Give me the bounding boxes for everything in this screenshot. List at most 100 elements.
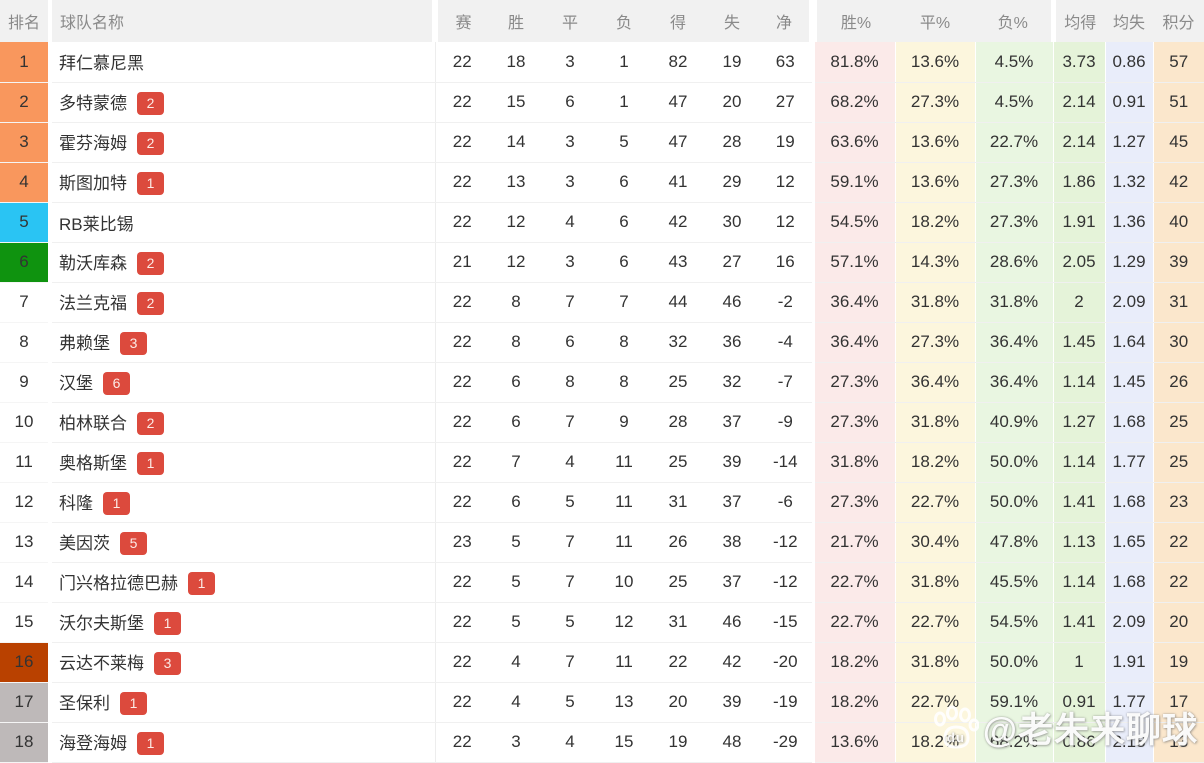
team-name[interactable]: 多特蒙德 xyxy=(59,94,127,113)
team-name[interactable]: RB莱比锡 xyxy=(59,214,134,234)
lost-cell: 6 xyxy=(597,202,651,243)
goals-against-cell: 19 xyxy=(705,42,759,83)
rank-cell: 6 xyxy=(0,242,52,283)
draw-pct-cell: 18.2% xyxy=(894,442,975,483)
rank-cell: 17 xyxy=(0,682,52,723)
team-name[interactable]: 海登海姆 xyxy=(59,734,127,753)
loss-pct-cell: 47.8% xyxy=(974,522,1053,563)
won-cell: 6 xyxy=(489,482,543,523)
goals-against-cell: 48 xyxy=(705,722,759,763)
points-cell: 22 xyxy=(1152,562,1204,603)
goal-diff-cell: 16 xyxy=(759,242,813,283)
won-cell: 5 xyxy=(489,602,543,643)
played-cell: 22 xyxy=(434,482,489,523)
team-name[interactable]: 奥格斯堡 xyxy=(59,454,127,473)
team-cell: 沃尔夫斯堡 1 xyxy=(49,602,435,643)
goal-diff-cell: -9 xyxy=(759,402,813,443)
won-cell: 4 xyxy=(489,642,543,683)
goals-for-cell: 25 xyxy=(651,562,705,603)
goals-for-cell: 43 xyxy=(651,242,705,283)
col-header-draw-pct: 平% xyxy=(895,0,975,42)
team-name[interactable]: 霍芬海姆 xyxy=(59,134,127,153)
goal-diff-cell: 63 xyxy=(759,42,813,83)
played-cell: 22 xyxy=(434,562,489,603)
draw-pct-cell: 22.7% xyxy=(894,482,975,523)
table-row: 16 云达不莱梅 3 22 4 7 11 22 42 -20 18.2% 31.8… xyxy=(0,642,1204,683)
points-cell: 17 xyxy=(1152,682,1204,723)
team-cell: 汉堡 6 xyxy=(49,362,435,403)
goals-against-cell: 36 xyxy=(705,322,759,363)
points-cell: 13 xyxy=(1152,722,1204,763)
goals-for-cell: 26 xyxy=(651,522,705,563)
goals-for-cell: 31 xyxy=(651,602,705,643)
team-name[interactable]: 沃尔夫斯堡 xyxy=(59,614,144,633)
goal-diff-cell: -15 xyxy=(759,602,813,643)
team-name[interactable]: 柏林联合 xyxy=(59,414,127,433)
avg-goals-against-cell: 1.68 xyxy=(1104,562,1153,603)
suspension-count-badge: 1 xyxy=(120,692,147,715)
suspension-count-badge: 1 xyxy=(103,492,130,515)
won-cell: 6 xyxy=(489,402,543,443)
loss-pct-cell: 40.9% xyxy=(974,402,1053,443)
draw-pct-cell: 13.6% xyxy=(894,122,975,163)
goals-against-cell: 46 xyxy=(705,602,759,643)
loss-pct-cell: 22.7% xyxy=(974,122,1053,163)
avg-goals-against-cell: 1.29 xyxy=(1104,242,1153,283)
goal-diff-cell: -12 xyxy=(759,562,813,603)
goal-diff-cell: 27 xyxy=(759,82,813,123)
col-header-drawn: 平 xyxy=(543,0,597,42)
win-pct-cell: 21.7% xyxy=(811,522,895,563)
team-name[interactable]: 汉堡 xyxy=(59,374,93,393)
lost-cell: 8 xyxy=(597,322,651,363)
points-cell: 20 xyxy=(1152,602,1204,643)
team-name[interactable]: 拜仁慕尼黑 xyxy=(59,54,144,74)
team-name[interactable]: 弗赖堡 xyxy=(59,334,110,353)
team-name[interactable]: 云达不莱梅 xyxy=(59,654,144,673)
drawn-cell: 6 xyxy=(543,322,597,363)
suspension-count-badge: 5 xyxy=(120,532,147,555)
table-row: 17 圣保利 1 22 4 5 13 20 39 -19 18.2% 22.7% … xyxy=(0,682,1204,723)
lost-cell: 6 xyxy=(597,162,651,203)
avg-goals-for-cell: 1.14 xyxy=(1052,442,1105,483)
team-name[interactable]: 斯图加特 xyxy=(59,174,127,193)
draw-pct-cell: 36.4% xyxy=(894,362,975,403)
rank-cell: 10 xyxy=(0,402,52,443)
col-header-goals-for: 得 xyxy=(651,0,705,42)
team-name[interactable]: 法兰克福 xyxy=(59,294,127,313)
avg-goals-for-cell: 0.91 xyxy=(1052,682,1105,723)
team-cell: 法兰克福 2 xyxy=(49,282,435,323)
team-cell: 弗赖堡 3 xyxy=(49,322,435,363)
team-name[interactable]: 勒沃库森 xyxy=(59,254,127,273)
goal-diff-cell: -12 xyxy=(759,522,813,563)
team-name[interactable]: 美因茨 xyxy=(59,534,110,553)
goal-diff-cell: -6 xyxy=(759,482,813,523)
avg-goals-for-cell: 1.13 xyxy=(1052,522,1105,563)
goal-diff-cell: -2 xyxy=(759,282,813,323)
won-cell: 3 xyxy=(489,722,543,763)
team-cell: 科隆 1 xyxy=(49,482,435,523)
col-header-rank: 排名 xyxy=(0,0,50,42)
team-cell: 奥格斯堡 1 xyxy=(49,442,435,483)
team-name[interactable]: 门兴格拉德巴赫 xyxy=(59,574,178,593)
won-cell: 5 xyxy=(489,562,543,603)
won-cell: 7 xyxy=(489,442,543,483)
avg-goals-against-cell: 1.68 xyxy=(1104,482,1153,523)
goal-diff-cell: -14 xyxy=(759,442,813,483)
win-pct-cell: 68.2% xyxy=(811,82,895,123)
points-cell: 31 xyxy=(1152,282,1204,323)
played-cell: 22 xyxy=(434,682,489,723)
goals-against-cell: 38 xyxy=(705,522,759,563)
avg-goals-for-cell: 1.45 xyxy=(1052,322,1105,363)
team-cell: 门兴格拉德巴赫 1 xyxy=(49,562,435,603)
goal-diff-cell: -20 xyxy=(759,642,813,683)
win-pct-cell: 36.4% xyxy=(811,322,895,363)
avg-goals-for-cell: 1.41 xyxy=(1052,482,1105,523)
points-cell: 25 xyxy=(1152,402,1204,443)
win-pct-cell: 81.8% xyxy=(811,42,895,83)
avg-goals-against-cell: 1.36 xyxy=(1104,202,1153,243)
team-name[interactable]: 科隆 xyxy=(59,494,93,513)
goals-for-cell: 20 xyxy=(651,682,705,723)
win-pct-cell: 27.3% xyxy=(811,362,895,403)
team-name[interactable]: 圣保利 xyxy=(59,694,110,713)
avg-goals-against-cell: 1.77 xyxy=(1104,442,1153,483)
